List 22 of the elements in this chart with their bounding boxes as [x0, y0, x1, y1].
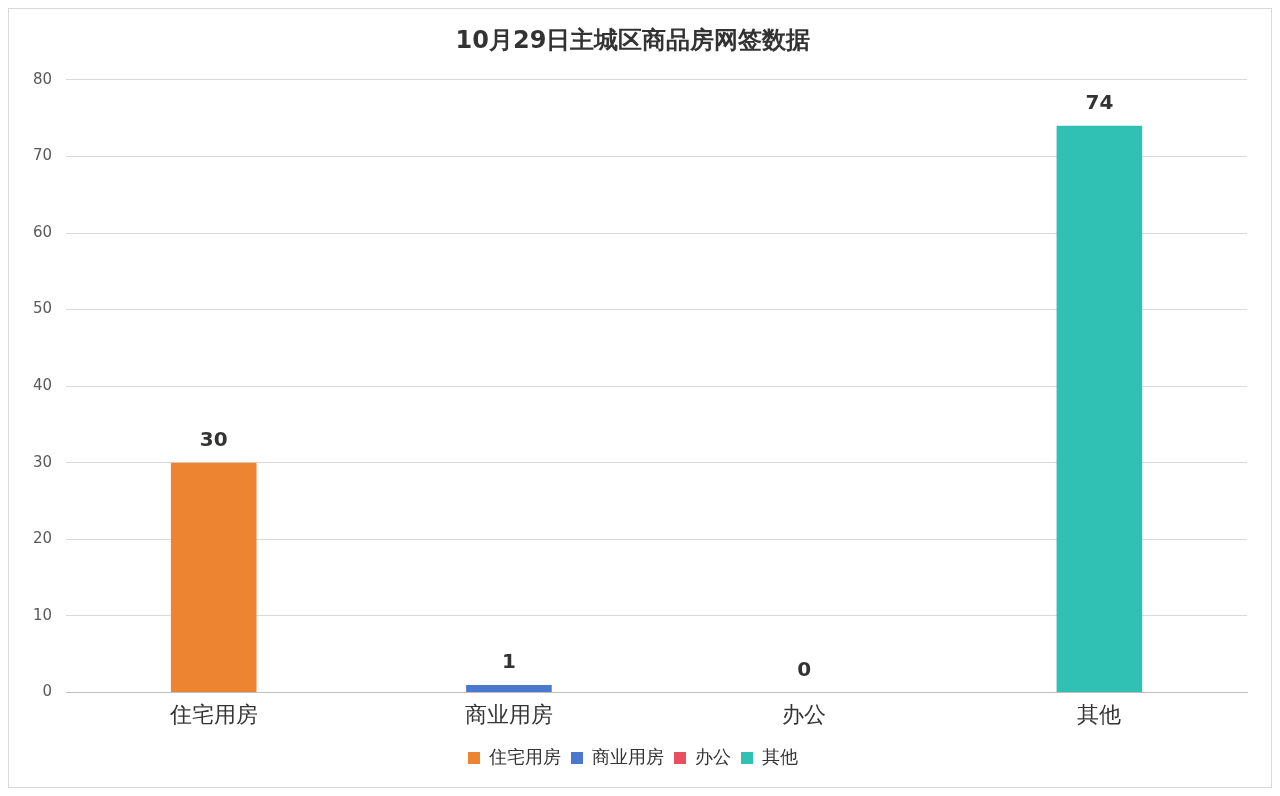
- y-tick-label: 30: [32, 452, 53, 471]
- y-tick-label: 50: [32, 299, 53, 318]
- chart-title: 10月29日主城区商品房网签数据: [455, 25, 811, 54]
- y-tick-label: 60: [32, 222, 53, 241]
- x-tick-label: 住宅用房: [168, 701, 258, 727]
- legend-label: 住宅用房: [488, 745, 561, 767]
- y-tick-label: 40: [32, 376, 53, 395]
- x-tick-label: 其他: [1077, 701, 1122, 727]
- y-tick-label: 10: [32, 605, 53, 624]
- legend-label: 其他: [762, 745, 798, 767]
- y-tick-label: 20: [32, 529, 53, 548]
- legend-label: 商业用房: [592, 745, 664, 767]
- data-label: 1: [501, 649, 516, 674]
- data-label: 30: [199, 427, 228, 451]
- y-tick-label: 80: [32, 69, 53, 88]
- legend-label: 办公: [695, 745, 731, 767]
- data-label: 0: [797, 656, 812, 681]
- x-tick-label: 办公: [782, 701, 827, 727]
- x-tick-label: 商业用房: [464, 701, 553, 727]
- y-tick-label: 0: [42, 682, 53, 701]
- y-tick-label: 70: [32, 146, 53, 165]
- data-label: 74: [1085, 89, 1114, 114]
